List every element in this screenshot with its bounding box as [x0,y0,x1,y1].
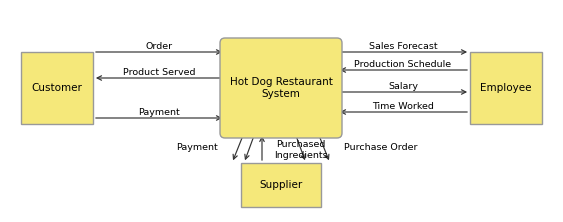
Text: Purchase Order: Purchase Order [344,143,418,153]
Text: Production Schedule: Production Schedule [355,59,452,69]
Text: Payment: Payment [176,143,218,153]
Text: Order: Order [145,42,173,50]
Bar [21,52,93,124]
Text: Time Worked: Time Worked [372,101,434,111]
Bar [241,163,321,207]
FancyBboxPatch shape [220,38,342,138]
Text: Customer: Customer [32,83,82,93]
Bar [470,52,542,124]
Text: Employee: Employee [480,83,531,93]
Text: Sales Forecast: Sales Forecast [369,42,437,50]
Text: Product Served: Product Served [123,67,195,77]
Text: Payment: Payment [138,107,180,117]
Text: Salary: Salary [388,81,418,91]
Text: Purchased
Ingredients: Purchased Ingredients [274,140,328,160]
Text: Hot Dog Restaurant
System: Hot Dog Restaurant System [230,77,332,99]
Text: Supplier: Supplier [260,180,303,190]
